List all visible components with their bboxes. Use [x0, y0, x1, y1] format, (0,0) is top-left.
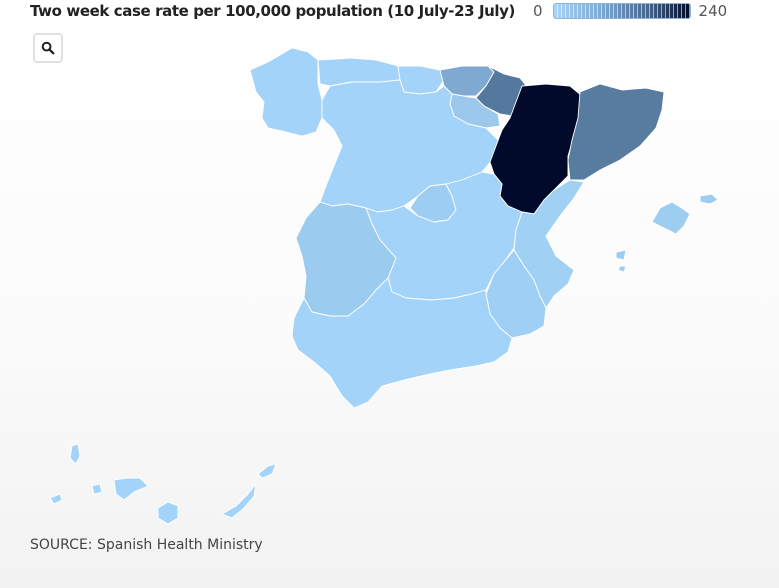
source-note: SOURCE: Spanish Health Ministry	[30, 537, 263, 553]
region-shape-andalusia[interactable]	[291, 277, 513, 409]
region-shape-canary-islands[interactable]	[157, 501, 179, 525]
legend-color-scale	[552, 3, 691, 19]
region-shape-balearic-islands[interactable]	[615, 249, 627, 261]
region-galicia[interactable]	[249, 47, 323, 137]
region-shape-canary-islands[interactable]	[91, 483, 103, 495]
legend-title: Two week case rate per 100,000 populatio…	[30, 2, 515, 20]
legend: Two week case rate per 100,000 populatio…	[30, 0, 727, 22]
region-cantabria[interactable]	[397, 65, 445, 95]
region-catalonia[interactable]	[567, 83, 665, 181]
region-shape-canary-islands[interactable]	[257, 463, 277, 479]
region-shape-balearic-islands[interactable]	[699, 193, 719, 205]
region-shape-cantabria[interactable]	[397, 65, 445, 95]
search-icon	[41, 41, 55, 55]
region-shape-canary-islands[interactable]	[221, 483, 257, 519]
region-shape-canary-islands[interactable]	[113, 477, 149, 501]
legend-max-label: 240	[698, 2, 728, 20]
region-shape-balearic-islands[interactable]	[651, 201, 691, 235]
region-shape-catalonia[interactable]	[567, 83, 665, 181]
region-andalusia[interactable]	[291, 277, 513, 409]
search-button[interactable]	[33, 33, 63, 63]
region-canary-islands[interactable]	[49, 443, 277, 525]
region-shape-canary-islands[interactable]	[49, 493, 63, 505]
region-shape-canary-islands[interactable]	[69, 443, 81, 465]
region-shape-galicia[interactable]	[249, 47, 323, 137]
region-balearic-islands[interactable]	[615, 193, 719, 273]
region-shape-balearic-islands[interactable]	[617, 265, 627, 273]
legend-min-label: 0	[533, 2, 543, 20]
